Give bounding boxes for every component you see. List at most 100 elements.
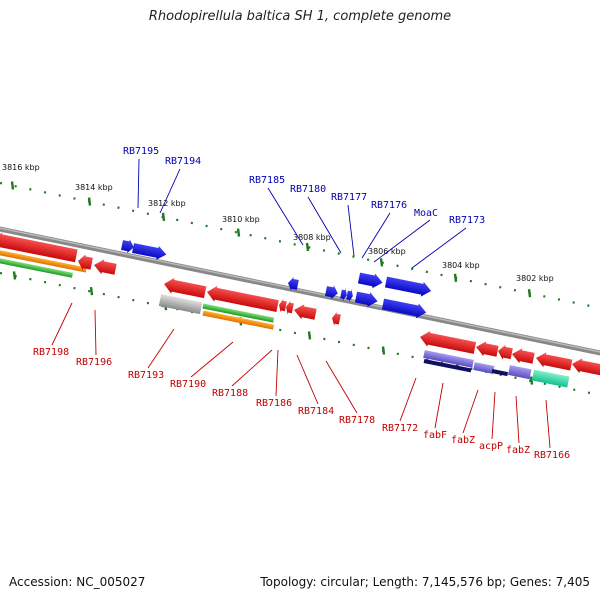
leader-line-reverse bbox=[94, 309, 97, 356]
gene-label-reverse: RB7186 bbox=[256, 398, 292, 409]
gene-label-reverse: RB7184 bbox=[298, 406, 334, 417]
teal-track bbox=[531, 369, 570, 388]
scale-tick-label: 3816 kbp bbox=[2, 163, 40, 172]
upper-scale-dots bbox=[0, 181, 600, 310]
scale-tick-mark-lower bbox=[12, 271, 17, 280]
gene-RB7180 bbox=[340, 288, 347, 302]
purple-track-b bbox=[473, 362, 495, 374]
scale-layer: 3816 kbp 3814 kbp 3812 kbp 3810 kbp 3808 kbp… bbox=[0, 163, 600, 397]
leader-line-reverse bbox=[231, 349, 273, 387]
leader-line-reverse bbox=[51, 302, 73, 346]
leader-line-reverse bbox=[296, 354, 319, 405]
label-layer: RB7195 RB7194 RB7185 RB7180 RB7177 RB7176 MoaC… bbox=[33, 146, 570, 461]
gene-RB7172-fwd bbox=[381, 298, 427, 319]
gene-fabZ-b bbox=[512, 348, 535, 364]
gene-RB7173 bbox=[384, 276, 432, 297]
gene-RB7185 bbox=[325, 285, 338, 300]
leader-line-reverse bbox=[325, 360, 358, 414]
gene-fabZ-a bbox=[476, 341, 499, 357]
gene-RB7165 bbox=[572, 358, 600, 377]
scale-tick-mark bbox=[87, 197, 92, 206]
gene-RB7196a bbox=[78, 254, 93, 271]
gene-RB7194 bbox=[132, 243, 167, 260]
leader-line-reverse bbox=[515, 395, 520, 444]
purple-track-c bbox=[508, 365, 532, 380]
gene-RB7177 bbox=[346, 289, 353, 303]
scale-tick-mark bbox=[379, 258, 384, 267]
gene-layer bbox=[0, 232, 600, 377]
gene-label-forward: RB7177 bbox=[331, 192, 367, 203]
gene-label-reverse: RB7178 bbox=[339, 415, 375, 426]
scale-tick-mark-lower bbox=[381, 346, 386, 355]
green-track-mid bbox=[202, 303, 275, 323]
scale-tick-label: 3806 kbp bbox=[368, 247, 406, 256]
leader-line-forward bbox=[411, 227, 467, 269]
gene-label-reverse: RB7190 bbox=[170, 379, 206, 390]
leader-line-forward bbox=[373, 219, 431, 263]
leader-line-reverse bbox=[147, 328, 175, 369]
leader-line-reverse bbox=[275, 349, 279, 397]
leader-line-reverse bbox=[190, 341, 234, 378]
scale-tick-mark bbox=[305, 242, 310, 252]
track-layer bbox=[0, 249, 570, 388]
leader-line-forward bbox=[307, 196, 342, 254]
gene-RB7186 bbox=[286, 300, 294, 315]
leader-line-forward bbox=[137, 158, 140, 209]
gene-RB7195 bbox=[121, 239, 134, 254]
leader-line-reverse bbox=[491, 391, 496, 440]
leader-line-forward bbox=[347, 204, 355, 257]
gene-acpP bbox=[498, 344, 513, 360]
scale-tick-label: 3802 kbp bbox=[516, 274, 554, 283]
navy-track-b bbox=[491, 369, 509, 377]
leader-layer bbox=[51, 158, 551, 449]
gene-label-forward: MoaC bbox=[414, 208, 438, 219]
scale-tick-mark bbox=[161, 212, 166, 222]
scale-tick-label: 3814 kbp bbox=[75, 183, 113, 192]
gene-label-reverse: RB7193 bbox=[128, 370, 164, 381]
gene-label-forward: RB7194 bbox=[165, 156, 201, 167]
gene-MoaC bbox=[357, 272, 383, 289]
gene-RB7166 bbox=[536, 352, 573, 371]
gene-label-reverse: RB7172 bbox=[382, 423, 418, 434]
gene-label-reverse: RB7198 bbox=[33, 347, 69, 358]
leader-line-reverse bbox=[434, 382, 444, 429]
gene-RB7198 bbox=[0, 232, 78, 263]
gene-fabF bbox=[420, 330, 477, 354]
scale-tick-label: 3808 kbp bbox=[293, 233, 331, 242]
leader-line-reverse bbox=[545, 399, 551, 449]
gene-label-reverse: fabF bbox=[423, 430, 447, 441]
scale-tick-mark bbox=[236, 228, 241, 237]
backbone-line bbox=[0, 226, 600, 356]
gene-label-reverse: fabZ bbox=[451, 435, 475, 446]
gene-label-reverse: RB7188 bbox=[212, 388, 248, 399]
green-track-left bbox=[0, 257, 73, 278]
gene-label-reverse: acpP bbox=[479, 441, 503, 452]
gene-RB7176 bbox=[354, 291, 378, 307]
gene-label-forward: RB7195 bbox=[123, 146, 159, 157]
leader-line-forward bbox=[159, 168, 181, 214]
scale-tick-label: 3810 kbp bbox=[222, 215, 260, 224]
backbone-layer bbox=[0, 226, 600, 356]
gene-label-reverse: fabZ bbox=[506, 445, 530, 456]
gene-label-forward: RB7180 bbox=[290, 184, 326, 195]
leader-line-reverse bbox=[399, 377, 417, 422]
gene-RB7193 bbox=[164, 277, 207, 299]
gene-RB7188 bbox=[279, 298, 287, 313]
navy-track-a bbox=[423, 359, 472, 373]
scale-tick-mark-lower bbox=[529, 376, 534, 385]
scale-tick-mark bbox=[10, 181, 15, 190]
lower-scale-dots bbox=[0, 271, 600, 397]
gene-label-forward: RB7185 bbox=[249, 175, 285, 186]
scale-tick-mark bbox=[527, 289, 532, 298]
map-title: Rhodopirellula baltica SH 1, complete ge… bbox=[148, 9, 452, 24]
orange-track-left bbox=[0, 249, 87, 273]
accession-text: Accession: NC_005027 bbox=[9, 575, 146, 589]
gene-RB7184 bbox=[294, 304, 317, 320]
gene-small-fwd bbox=[288, 277, 299, 291]
scale-tick-mark bbox=[453, 273, 458, 282]
gene-label-forward: RB7173 bbox=[449, 215, 485, 226]
backbone-highlight bbox=[0, 227, 600, 353]
scale-tick-label: 3804 kbp bbox=[442, 261, 480, 270]
gray-track bbox=[158, 294, 203, 315]
